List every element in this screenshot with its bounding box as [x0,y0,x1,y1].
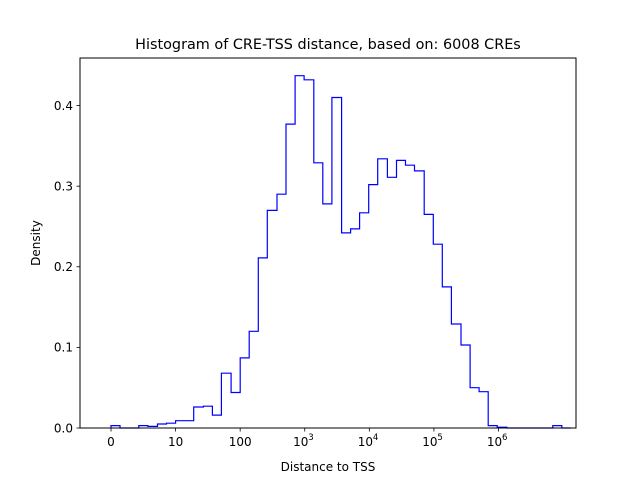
x-axis-label: Distance to TSS [281,460,376,474]
y-axis-ticks: 0.0 0.1 0.2 0.3 0.4 [54,99,80,435]
chart-title: Histogram of CRE-TSS distance, based on:… [135,37,521,53]
x-tick-label: 0 [107,435,115,449]
y-axis-label: Density [29,220,43,266]
x-tick-label: 100 [229,435,252,449]
y-tick-label: 0.2 [54,260,73,274]
x-tick-label: 10 [358,435,373,449]
x-tick-exponent: 6 [502,433,507,443]
histogram-step-line [110,75,571,429]
y-tick-label: 0.3 [54,179,73,193]
x-tick-label: 10 [422,435,437,449]
x-tick-label: 10 [293,435,308,449]
x-tick-label: 10 [168,435,183,449]
plot-frame [79,57,577,429]
x-tick-exponent: 5 [437,433,442,443]
x-axis-ticks: 0 10 100 10 3 10 4 10 5 10 6 [107,428,507,449]
y-tick-label: 0.4 [54,99,73,113]
y-tick-label: 0.0 [54,421,73,435]
y-tick-label: 0.1 [54,341,73,355]
x-tick-exponent: 3 [308,433,313,443]
x-tick-label: 10 [487,435,502,449]
x-tick-exponent: 4 [373,433,378,443]
